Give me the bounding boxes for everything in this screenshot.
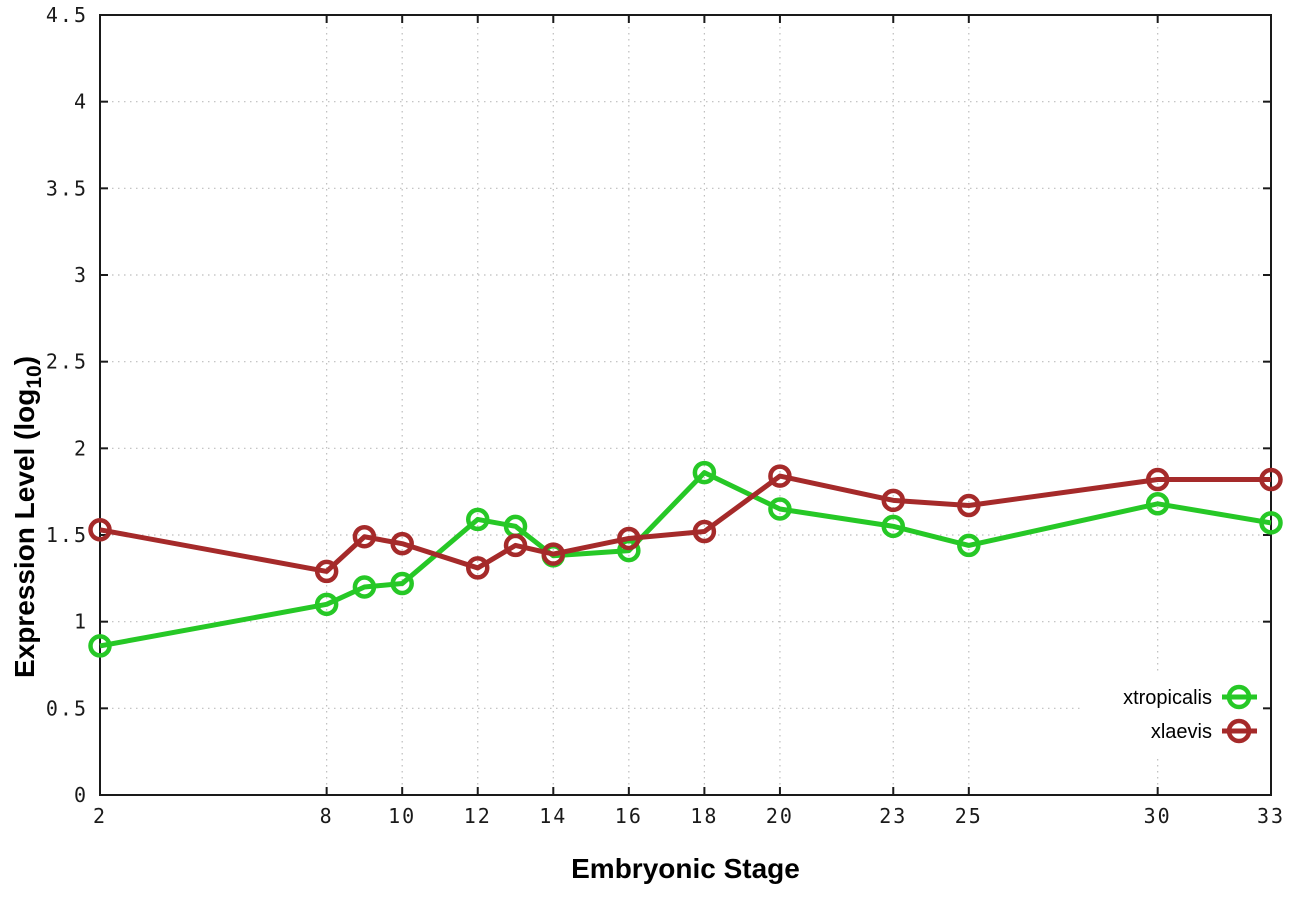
y-tick-label: 1.5 xyxy=(46,523,88,547)
data-point-xlaevis xyxy=(768,464,792,488)
x-tick-label: 16 xyxy=(615,804,643,828)
data-point-xlaevis xyxy=(881,488,906,513)
data-point-xlaevis xyxy=(88,518,112,542)
x-tick-label: 20 xyxy=(766,804,794,828)
y-tick-label: 2.5 xyxy=(46,350,88,374)
data-point-xlaevis xyxy=(465,556,490,580)
x-tick-label: 18 xyxy=(690,804,718,828)
y-axis-title: Expression Level (log10) xyxy=(9,356,46,678)
y-tick-label: 4 xyxy=(74,90,88,114)
data-point-xtropicalis xyxy=(617,538,641,563)
legend-label-xtropicalis: xtropicalis xyxy=(1123,687,1212,709)
data-point-xlaevis xyxy=(503,533,528,558)
data-point-xlaevis xyxy=(390,531,414,556)
y-tick-label: 3.5 xyxy=(46,176,88,200)
x-tick-label: 12 xyxy=(464,804,492,828)
data-point-xtropicalis xyxy=(881,514,906,539)
data-point-xtropicalis xyxy=(957,533,981,558)
series-line-xtropicalis xyxy=(99,470,1272,649)
data-point-xlaevis xyxy=(957,493,981,518)
x-tick-label: 33 xyxy=(1257,804,1285,828)
data-point-xtropicalis xyxy=(390,571,414,596)
x-tick-label: 23 xyxy=(879,804,907,828)
y-tick-label: 4.5 xyxy=(46,3,88,27)
x-tick-label: 10 xyxy=(388,804,416,828)
data-point-xlaevis xyxy=(541,542,566,566)
y-tick-label: 2 xyxy=(74,436,88,460)
data-point-xtropicalis xyxy=(1259,511,1283,535)
x-axis-title: Embryonic Stage xyxy=(571,853,800,884)
series-line-xlaevis xyxy=(99,473,1271,574)
data-point-xtropicalis xyxy=(1145,492,1170,516)
legend-marker-xlaevis xyxy=(1226,718,1252,744)
legend-item-xlaevis: xlaevis xyxy=(1151,718,1257,744)
data-point-xtropicalis xyxy=(314,592,339,617)
y-tick-label: 3 xyxy=(74,263,88,287)
x-tick-label: 2 xyxy=(93,804,107,828)
x-tick-label: 8 xyxy=(320,804,334,828)
data-point-xtropicalis xyxy=(768,497,792,521)
data-point-xlaevis xyxy=(692,519,717,544)
x-tick-label: 25 xyxy=(955,804,983,828)
data-point-xlaevis xyxy=(1145,467,1170,492)
y-tick-label: 0 xyxy=(74,783,88,807)
legend-label-xlaevis: xlaevis xyxy=(1151,721,1212,743)
y-tick-label: 1 xyxy=(74,610,88,634)
x-tick-label: 14 xyxy=(539,804,567,828)
data-point-xlaevis xyxy=(1259,467,1283,492)
data-point-xlaevis xyxy=(617,526,641,551)
legend-background xyxy=(1080,671,1269,756)
data-point-xtropicalis xyxy=(352,575,377,599)
data-point-xtropicalis xyxy=(465,507,490,532)
data-point-xtropicalis xyxy=(88,634,112,658)
x-tick-label: 30 xyxy=(1144,804,1172,828)
data-point-xlaevis xyxy=(314,559,339,584)
plot-border xyxy=(99,14,1272,796)
legend-item-xtropicalis: xtropicalis xyxy=(1123,684,1257,710)
data-point-xlaevis xyxy=(352,524,377,549)
y-tick-label: 0.5 xyxy=(46,696,88,720)
data-point-xtropicalis xyxy=(692,460,717,485)
legend-marker-xtropicalis xyxy=(1226,684,1252,710)
